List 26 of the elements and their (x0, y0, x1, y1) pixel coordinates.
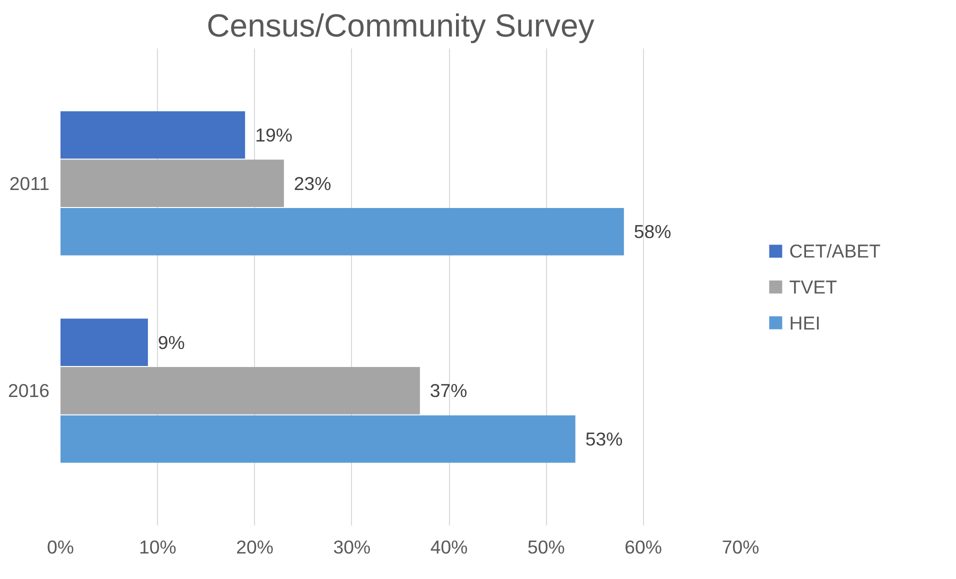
x-tick-label: 30% (333, 536, 371, 558)
y-tick-label: 2011 (9, 172, 50, 194)
data-label: 53% (585, 428, 623, 450)
bar (60, 208, 624, 256)
bar (60, 318, 148, 366)
y-tick-label: 2016 (8, 380, 50, 402)
data-label: 9% (158, 332, 185, 353)
data-label: 37% (430, 380, 468, 402)
legend-label: HEI (789, 312, 820, 334)
bar (60, 160, 284, 208)
x-tick-label: 70% (722, 536, 760, 558)
data-label: 23% (294, 172, 332, 194)
x-tick-label: 0% (47, 536, 74, 558)
data-label: 58% (634, 221, 672, 242)
x-tick-label: 60% (624, 536, 662, 558)
legend-label: TVET (789, 276, 837, 298)
x-tick-label: 20% (236, 536, 274, 558)
legend-label: CET/ABET (789, 240, 881, 262)
x-tick-label: 40% (430, 536, 468, 558)
bar (60, 111, 246, 159)
data-label: 19% (255, 124, 292, 146)
bar (60, 366, 420, 414)
bar (60, 415, 576, 463)
chart-title: Census/Community Survey (206, 8, 594, 44)
x-tick-label: 50% (528, 536, 565, 558)
x-tick-label: 10% (138, 536, 176, 558)
